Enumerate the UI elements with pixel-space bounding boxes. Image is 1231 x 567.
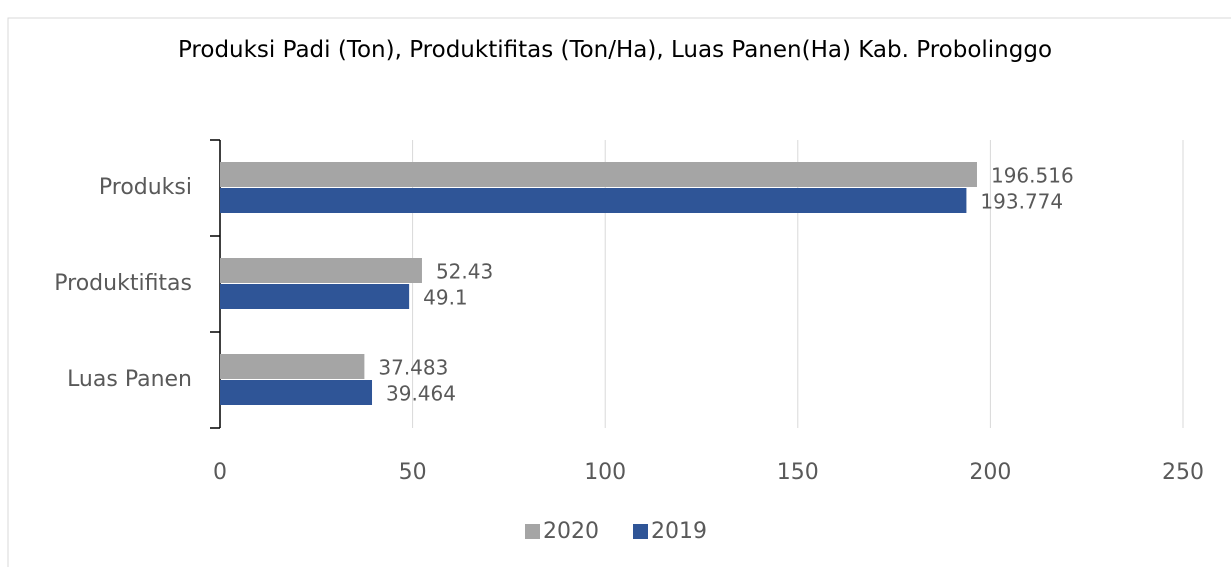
data-label: 37.483 [378, 356, 448, 380]
x-tick-label: 0 [213, 460, 227, 485]
chart-title: Produksi Padi (Ton), Produktifitas (Ton/… [177, 37, 1053, 63]
x-tick-label: 100 [584, 460, 626, 485]
y-tick-label: Produksi [99, 175, 192, 200]
legend-label: 2020 [543, 519, 599, 544]
data-label: 39.464 [386, 382, 456, 406]
data-label: 196.516 [991, 164, 1074, 188]
x-tick-label: 250 [1162, 460, 1204, 485]
data-label: 49.1 [423, 286, 468, 310]
y-tick-label: Produktifitas [54, 271, 192, 296]
x-tick-label: 200 [969, 460, 1011, 485]
chart-frame [7, 17, 1231, 567]
legend-swatch [525, 524, 540, 539]
bar [220, 258, 422, 283]
x-tick-label: 50 [399, 460, 427, 485]
bar [220, 188, 967, 213]
legend-label: 2019 [651, 519, 707, 544]
y-tick-label: Luas Panen [67, 367, 192, 392]
bar [220, 284, 410, 309]
bar [220, 354, 365, 379]
bar [220, 380, 373, 405]
data-label: 52.43 [436, 260, 493, 284]
data-label: 193.774 [980, 190, 1063, 214]
legend-swatch [633, 524, 648, 539]
x-tick-label: 150 [777, 460, 819, 485]
bar [220, 162, 977, 187]
